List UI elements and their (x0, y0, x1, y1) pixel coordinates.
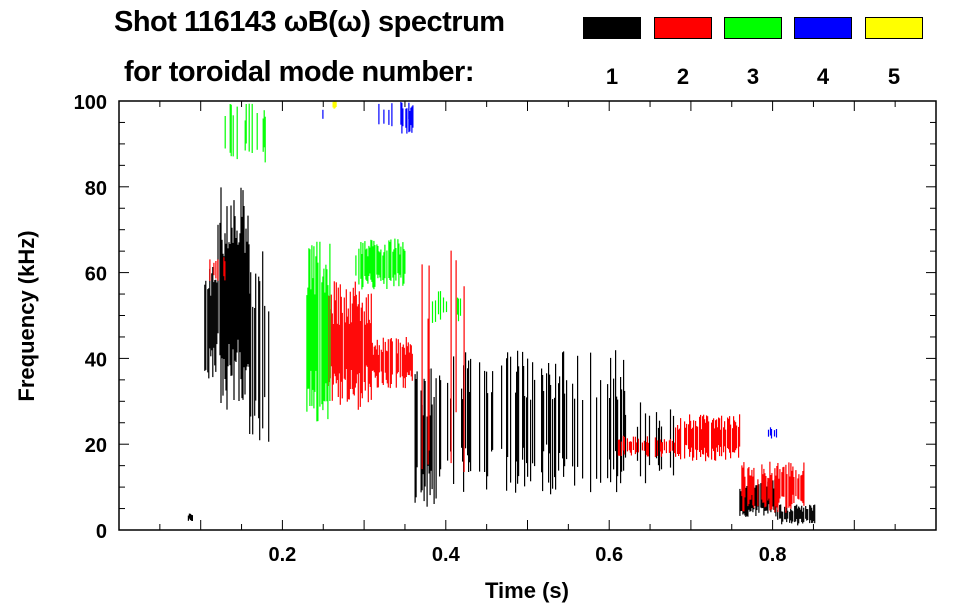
mode-1-region (777, 504, 816, 526)
legend-swatch-3 (724, 17, 782, 39)
mode-2-region (617, 435, 676, 457)
y-tick-label: 20 (85, 435, 107, 457)
y-tick-label: 60 (85, 264, 107, 286)
legend-swatch-4 (794, 17, 852, 39)
y-tick-label: 0 (96, 521, 107, 543)
x-tick-label: 0.8 (759, 544, 787, 566)
legend-label-4: 4 (816, 64, 830, 89)
mode-2-region (371, 337, 413, 389)
x-tick-label: 0.4 (432, 544, 461, 566)
legend-label-5: 5 (887, 64, 901, 89)
y-tick-label: 100 (74, 92, 107, 114)
mode-1-region (187, 513, 193, 521)
mode-2-region (326, 281, 372, 410)
legend-label-1: 1 (605, 64, 619, 89)
legend-label-2: 2 (676, 64, 690, 89)
mode-2-region (209, 257, 226, 281)
chart-subtitle: for toroidal mode number: (124, 56, 475, 88)
legend-swatch-5 (865, 17, 923, 39)
axes: 0.2 0.4 0.6 0.8 0 20 40 60 80 100 (74, 92, 937, 566)
mode-2-region (674, 414, 741, 462)
mode-1-region (204, 267, 218, 379)
mode-1-region (439, 350, 626, 495)
mode-3-region (431, 291, 462, 323)
x-tick-label: 0.2 (268, 544, 296, 566)
mode-1-region (249, 251, 270, 442)
mode-1-region (217, 187, 250, 410)
legend-swatch-2 (654, 17, 712, 39)
mode-2-region (421, 250, 465, 472)
y-axis-label: Frequency (kHz) (14, 230, 39, 401)
x-tick-label: 0.6 (595, 544, 623, 566)
y-tick-label: 40 (85, 349, 107, 371)
mode-4-region (400, 102, 414, 134)
mode-3-region (224, 103, 266, 163)
x-axis-label: Time (s) (485, 578, 569, 603)
mode-1-region (414, 368, 437, 507)
legend-label-3: 3 (746, 64, 760, 89)
mode-1-region (624, 402, 675, 484)
spectrogram-marks (187, 101, 816, 526)
mode-2-region (741, 461, 805, 513)
mode-3-region (306, 241, 331, 422)
mode-5-region (332, 101, 337, 109)
mode-4-region (767, 427, 778, 439)
y-tick-label: 80 (85, 178, 107, 200)
mode-3-region (355, 238, 406, 290)
legend-swatch-1 (583, 17, 641, 39)
chart-title: Shot 116143 ωB(ω) spectrum (114, 6, 505, 38)
